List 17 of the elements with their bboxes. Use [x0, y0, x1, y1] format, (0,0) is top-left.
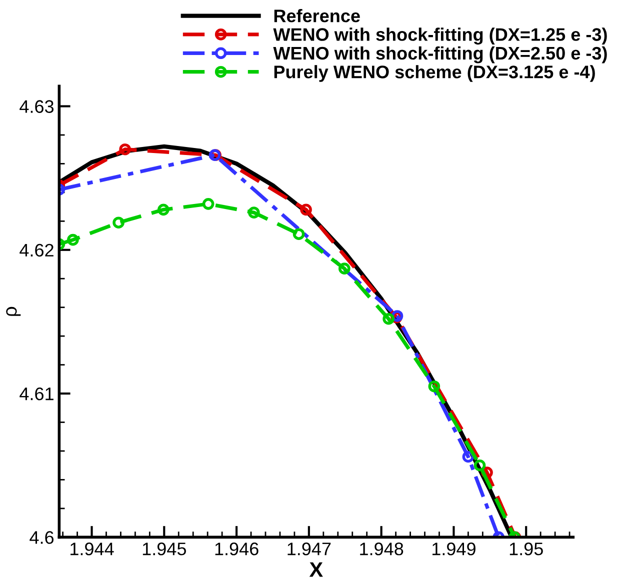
x-tick-label: 1.946: [215, 542, 258, 556]
y-tick-label: 4.61: [20, 387, 54, 400]
x-tick-label: 1.948: [360, 542, 404, 556]
legend-label: WENO with shock-fitting (DX=2.50 e -3): [273, 46, 607, 64]
x-axis-title: X: [309, 562, 323, 577]
legend-label: Reference: [274, 9, 360, 22]
x-tick-label: 1.949: [432, 542, 476, 556]
y-tick-label: 4.6: [30, 531, 54, 544]
y-tick-label: 4.63: [20, 100, 54, 113]
x-tick-label: 1.95: [510, 542, 543, 556]
y-tick-label: 4.62: [20, 244, 54, 257]
legend-label: Purely WENO scheme (DX=3.125 e -4): [274, 65, 595, 82]
legend-label: WENO with shock-fitting (DX=1.25 e -3): [273, 28, 607, 45]
x-tick-label: 1.947: [288, 542, 331, 556]
x-tick-label: 1.944: [70, 542, 114, 556]
x-tick-label: 1.945: [142, 542, 186, 556]
y-axis-title: ρ: [6, 306, 21, 316]
